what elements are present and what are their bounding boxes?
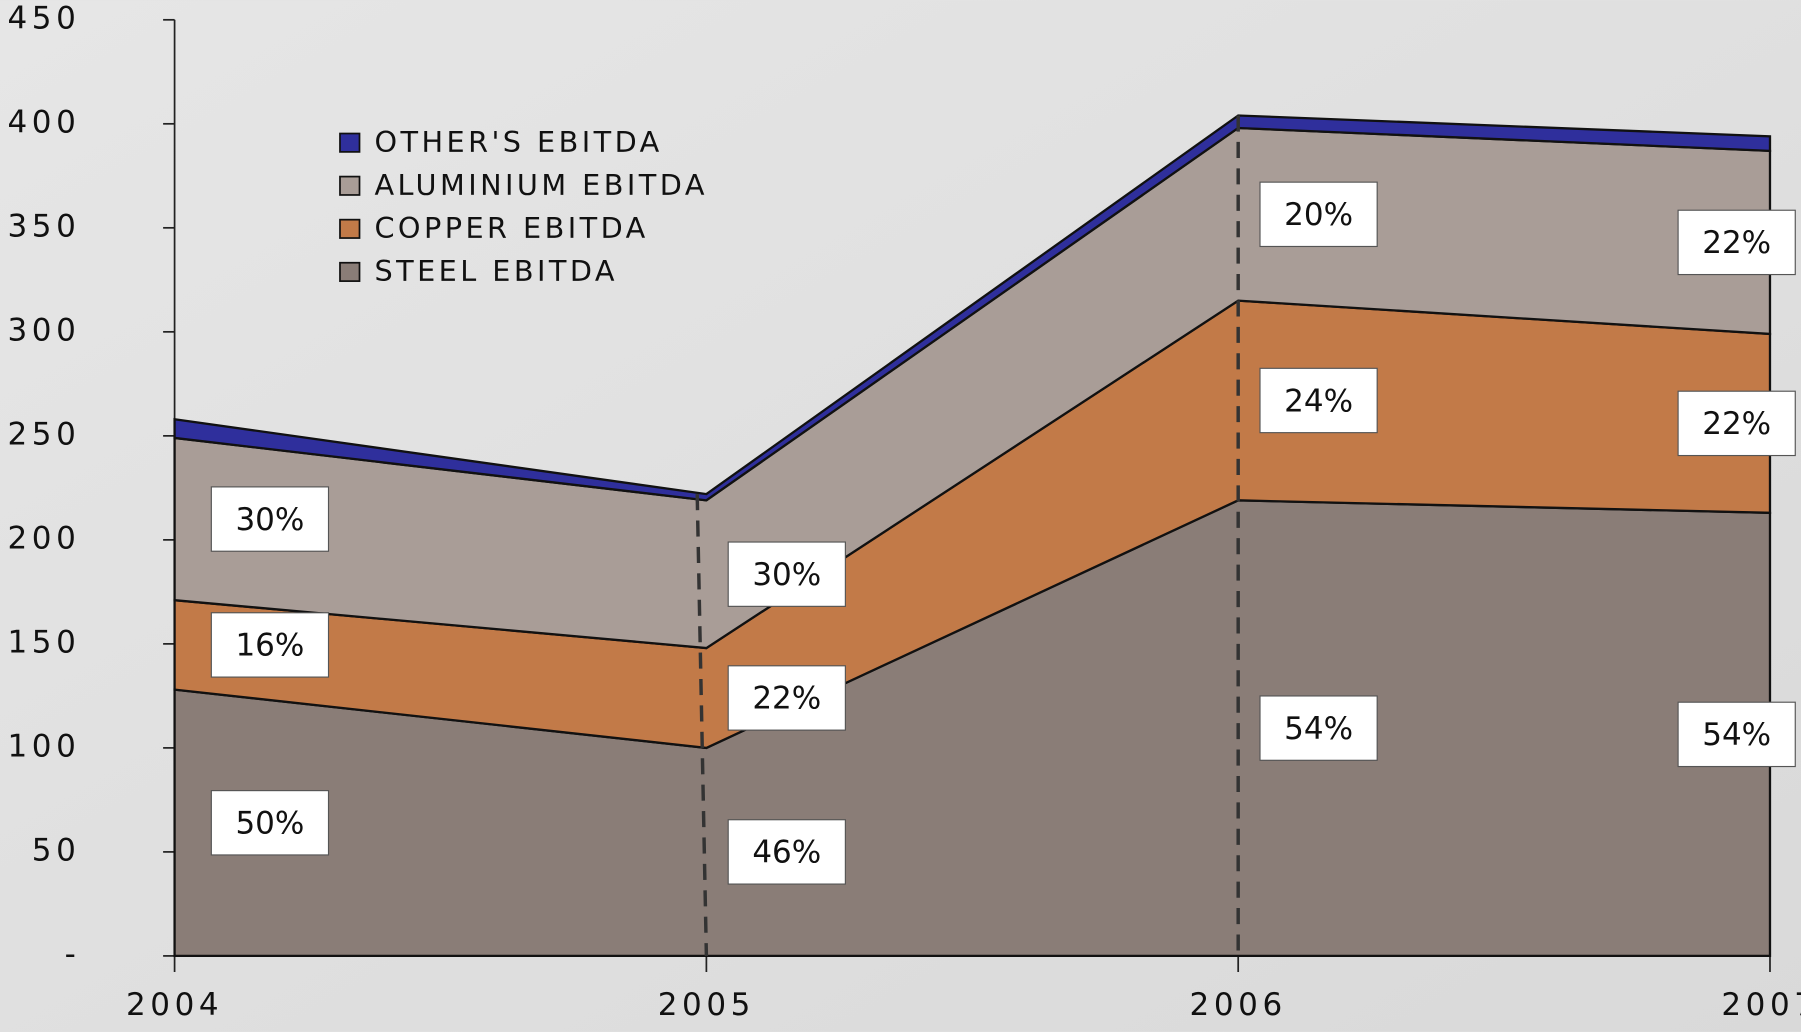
- label-box: [1677, 209, 1796, 276]
- label-box: [727, 665, 846, 731]
- area: [173, 114, 1772, 502]
- share-label: 30%: [752, 557, 821, 593]
- y-tick-label: 250: [7, 416, 80, 452]
- share-label: 50%: [235, 806, 304, 842]
- share-label: 20%: [1284, 197, 1353, 233]
- x-tick-label: 2007: [1721, 987, 1801, 1023]
- label-box: [210, 612, 330, 678]
- label-box: [1677, 701, 1796, 768]
- legend-swatch: [339, 261, 361, 282]
- share-label: 24%: [1284, 383, 1353, 419]
- x-tick-label: 2004: [126, 987, 223, 1023]
- y-tick-label: 150: [7, 624, 80, 660]
- legend-swatch: [339, 132, 361, 153]
- legend-label: OTHER'S EBITDA: [374, 125, 662, 159]
- legend-swatch: [339, 218, 361, 239]
- legend-label: STEEL EBITDA: [374, 254, 618, 288]
- share-label: 16%: [235, 628, 304, 664]
- y-tick-label: 350: [7, 208, 80, 244]
- label-box: [727, 819, 846, 885]
- y-tick-label: 200: [7, 520, 80, 556]
- label-box: [210, 790, 330, 856]
- share-label: 22%: [752, 681, 821, 717]
- label-box: [1259, 695, 1378, 761]
- legend-swatch: [339, 175, 361, 196]
- share-label: 22%: [1702, 225, 1771, 261]
- label-box: [1259, 181, 1378, 248]
- y-tick-label: 400: [7, 104, 80, 140]
- legend-label: COPPER EBITDA: [374, 211, 648, 245]
- share-label: 54%: [1284, 711, 1353, 747]
- y-tick-label: 450: [7, 0, 80, 36]
- x-tick-label: 2005: [658, 987, 755, 1023]
- label-box: [1259, 367, 1378, 434]
- share-label: 30%: [235, 502, 304, 538]
- y-tick-label: -: [65, 936, 81, 972]
- guide-line: [695, 494, 709, 956]
- x-tick-label: 2006: [1190, 987, 1287, 1023]
- y-tick-label: 300: [7, 312, 80, 348]
- label-box: [727, 541, 846, 607]
- share-label: 54%: [1702, 717, 1771, 753]
- share-label: 46%: [752, 835, 821, 871]
- label-box: [1677, 390, 1796, 457]
- label-box: [210, 486, 330, 552]
- y-tick-label: 100: [7, 728, 80, 764]
- y-tick-label: 50: [32, 832, 81, 868]
- legend-label: ALUMINIUM EBITDA: [374, 168, 707, 202]
- share-label: 22%: [1702, 406, 1771, 442]
